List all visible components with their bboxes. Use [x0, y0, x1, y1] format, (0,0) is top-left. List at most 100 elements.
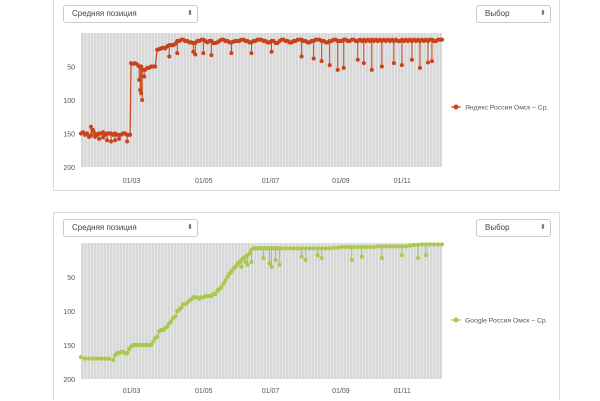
data-point	[169, 319, 174, 324]
data-point	[299, 246, 304, 251]
x-tick-label: 01/07	[262, 388, 280, 395]
data-point	[379, 64, 384, 69]
position-chart: 50 100 150 200 01/03 01/05 01/07 01/09 01/11 Goog…	[63, 242, 548, 395]
data-point	[299, 254, 304, 259]
data-point	[225, 274, 230, 280]
y-tick-label: 150	[63, 132, 75, 139]
data-point	[103, 356, 108, 361]
data-point	[261, 255, 266, 260]
chevron-updown-icon: ⬍	[540, 10, 546, 17]
x-tick-label: 01/07	[262, 178, 280, 185]
y-tick-label: 50	[67, 275, 75, 282]
data-point	[351, 245, 356, 250]
data-point	[371, 245, 376, 250]
data-point	[221, 281, 226, 286]
y-tick-label: 100	[63, 98, 75, 105]
metric-select[interactable]: Средняя позиция ⬍	[63, 5, 198, 23]
data-point	[165, 324, 170, 329]
data-point	[125, 139, 130, 144]
data-point	[139, 64, 144, 69]
metric-select[interactable]: Средняя позиция ⬍	[63, 219, 198, 237]
data-point	[277, 262, 282, 267]
data-point	[395, 244, 400, 249]
data-point	[193, 52, 198, 57]
data-point	[347, 245, 352, 250]
google-chart-panel: Средняя позиция ⬍ Выбор ⬍ 50 100 150 200 01/…	[53, 212, 560, 400]
data-point	[355, 57, 360, 62]
x-tick-label: 01/03	[123, 178, 141, 185]
choice-select[interactable]: Выбор ⬍	[476, 219, 551, 237]
data-point	[247, 251, 252, 256]
y-tick-label: 150	[63, 343, 75, 350]
data-point	[149, 342, 154, 348]
data-point	[179, 305, 184, 310]
data-point	[273, 258, 278, 262]
metric-select-label: Средняя позиция	[72, 9, 137, 18]
metric-select-label: Средняя позиция	[72, 223, 137, 232]
data-point	[107, 356, 112, 361]
data-point	[219, 285, 224, 290]
chevron-updown-icon: ⬍	[187, 224, 193, 231]
data-point	[415, 255, 420, 260]
data-point	[399, 63, 404, 68]
data-point	[307, 246, 312, 251]
gridlines	[83, 243, 440, 379]
chevron-updown-icon: ⬍	[540, 224, 546, 231]
data-point	[415, 242, 420, 248]
data-point	[399, 253, 404, 258]
data-point	[94, 356, 100, 361]
legend-marker	[453, 104, 459, 110]
data-point	[429, 59, 434, 64]
x-tick-label: 01/11	[394, 388, 411, 395]
data-point	[431, 242, 437, 247]
data-point	[409, 57, 414, 62]
chevron-updown-icon: ⬍	[187, 10, 193, 17]
data-point	[331, 245, 336, 250]
legend-marker	[453, 317, 459, 323]
x-tick-label: 01/11	[394, 178, 411, 185]
data-point	[167, 54, 172, 59]
data-point	[319, 246, 324, 251]
y-tick-label: 100	[63, 309, 75, 316]
legend-label: Google Россия Омск – Ср.	[465, 318, 548, 325]
data-point	[299, 54, 304, 59]
data-point	[117, 136, 122, 141]
choice-select-label: Выбор	[485, 223, 510, 232]
data-point	[201, 51, 206, 56]
data-point	[311, 56, 316, 61]
data-point	[315, 246, 320, 251]
data-point	[84, 131, 90, 136]
data-point	[367, 245, 372, 250]
data-point	[327, 246, 332, 251]
x-tick-label: 01/09	[332, 388, 350, 395]
data-point	[269, 49, 274, 54]
data-point	[229, 51, 234, 56]
data-point	[128, 132, 133, 137]
data-point	[82, 356, 88, 361]
data-point	[99, 356, 104, 361]
data-point	[335, 245, 340, 250]
data-point	[111, 357, 116, 363]
data-point	[155, 334, 160, 339]
data-point	[140, 98, 145, 102]
data-point	[375, 244, 380, 249]
data-point	[291, 246, 296, 251]
x-tick-label: 01/05	[195, 388, 213, 395]
data-point	[419, 242, 424, 247]
data-point	[142, 74, 147, 79]
x-tick-label: 01/05	[195, 178, 213, 185]
data-point	[249, 51, 254, 56]
data-point	[335, 67, 340, 72]
data-point	[105, 138, 110, 143]
data-point	[303, 258, 308, 262]
data-point	[78, 355, 84, 360]
data-point	[341, 65, 346, 70]
data-point	[383, 244, 388, 249]
data-point	[269, 264, 274, 269]
data-point	[407, 243, 412, 248]
choice-select[interactable]: Выбор ⬍	[476, 5, 551, 23]
data-point	[249, 260, 254, 265]
data-point	[355, 245, 360, 250]
data-point	[151, 339, 156, 344]
data-point	[319, 255, 324, 260]
